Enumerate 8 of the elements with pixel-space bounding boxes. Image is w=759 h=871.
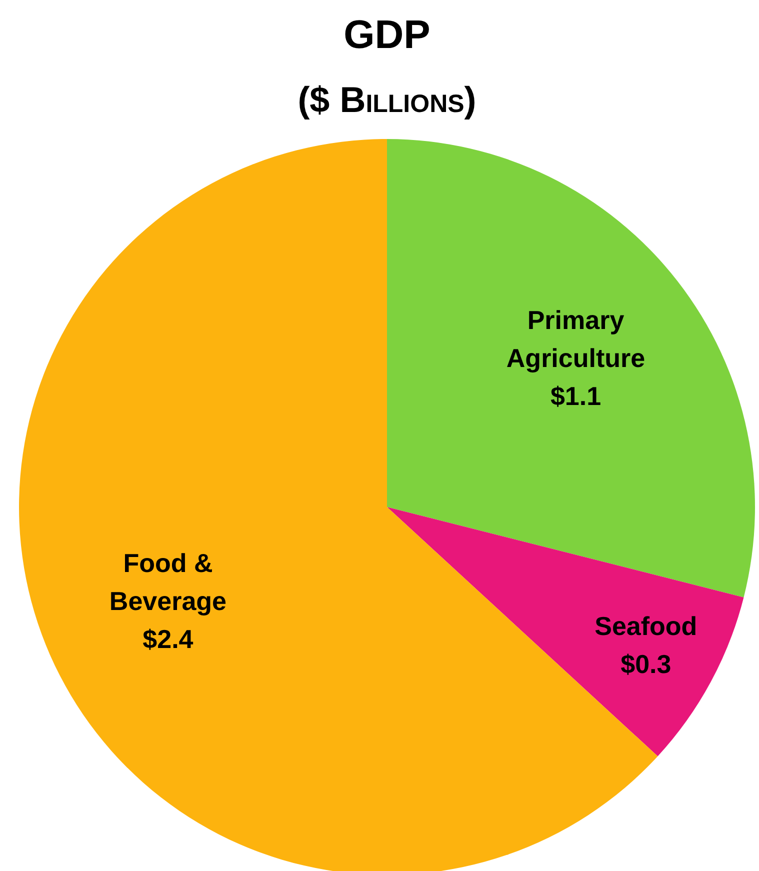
chart-subtitle: ($ Billions) [298, 79, 476, 120]
slice-label: Primary Agriculture [506, 304, 646, 373]
data-label: $2.4 [142, 624, 194, 654]
slice-label: Seafood [594, 610, 698, 641]
chart-title: GDP [344, 13, 430, 57]
data-label: $1.1 [550, 380, 602, 411]
slice-label: Food & Beverage [109, 548, 226, 616]
data-label: $0.3 [620, 648, 672, 679]
